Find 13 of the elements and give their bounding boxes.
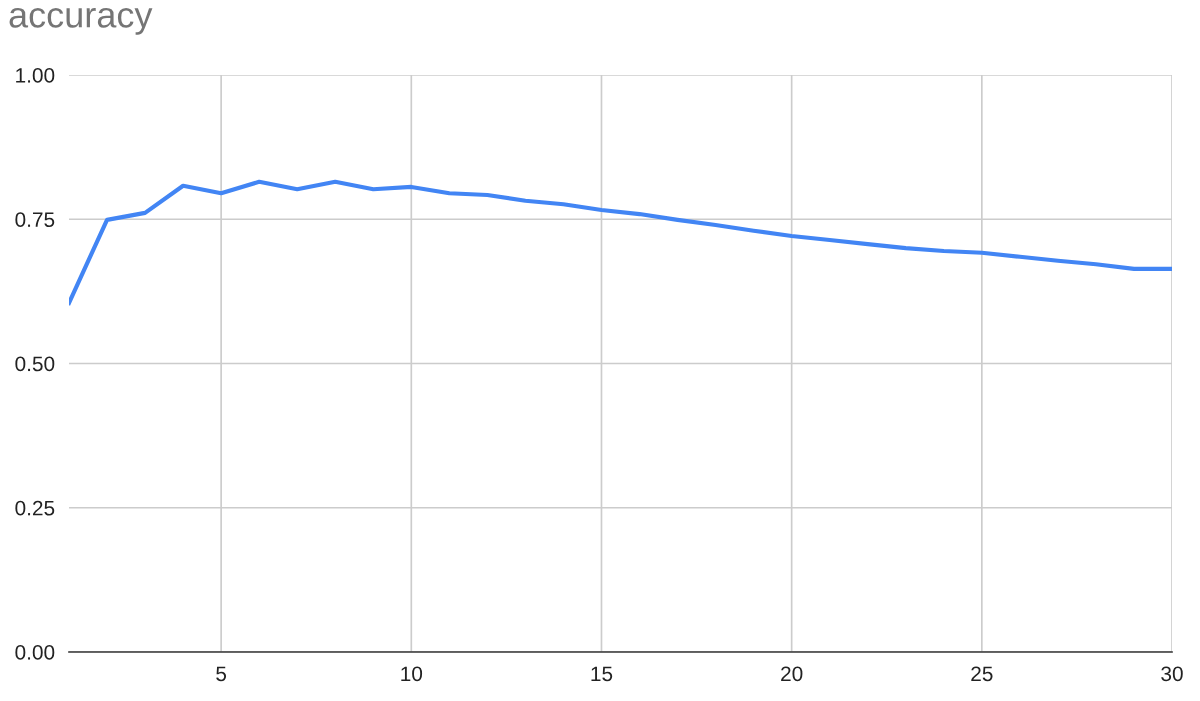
x-tick-label: 30 [1161, 666, 1183, 682]
x-tick-label: 5 [216, 666, 227, 682]
y-tick-label: 0.25 [15, 500, 55, 516]
y-tick-label: 0.00 [15, 645, 55, 660]
chart-title: accuracy [9, 7, 153, 35]
x-tick-label: 15 [591, 666, 613, 682]
y-tick-label: 1.00 [16, 68, 55, 83]
x-tick-label: 25 [971, 666, 993, 682]
y-tick-label: 0.75 [15, 212, 55, 227]
x-tick-label: 10 [401, 666, 423, 682]
y-tick-label: 0.50 [15, 356, 55, 372]
x-tick-label: 20 [781, 666, 803, 682]
line-series [69, 179, 1172, 305]
